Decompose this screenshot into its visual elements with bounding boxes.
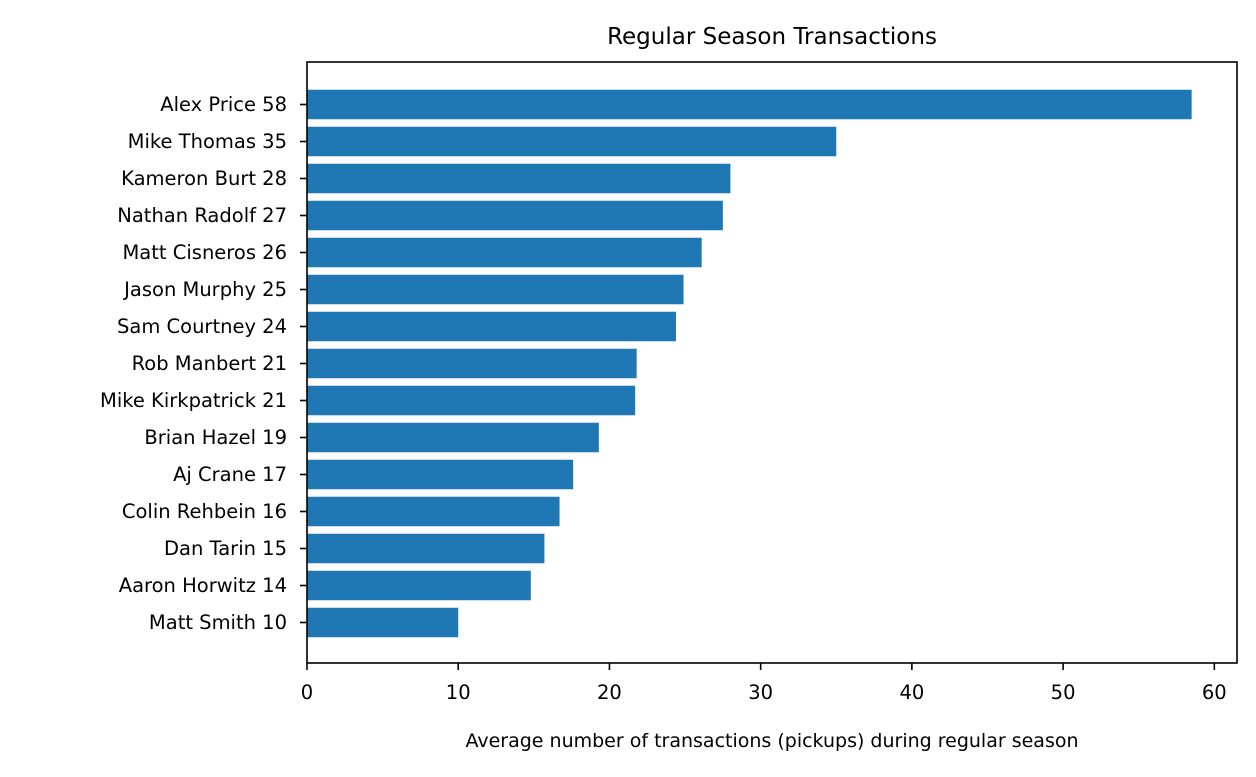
- plot-frame: [306, 61, 1238, 664]
- x-tick-label: 60: [1202, 681, 1227, 704]
- x-tick-label: 10: [446, 681, 471, 704]
- bar: [307, 200, 723, 231]
- x-tick-label: 40: [899, 681, 924, 704]
- x-tick-label: 50: [1051, 681, 1076, 704]
- chart-title: Regular Season Transactions: [607, 24, 937, 50]
- y-tick-label: Nathan Radolf 27: [117, 204, 287, 227]
- bar: [307, 311, 676, 342]
- y-axis: Alex Price 58 Mike Thomas 35 Kameron Burt …: [100, 93, 307, 634]
- bar: [307, 89, 1192, 120]
- bar: [307, 126, 837, 157]
- x-axis-label: Average number of transactions (pickups)…: [465, 730, 1078, 752]
- y-tick-label: Dan Tarin 15: [164, 537, 287, 560]
- bar: [307, 422, 599, 453]
- y-tick-label: Aaron Horwitz 14: [119, 574, 287, 597]
- bar: [307, 570, 531, 601]
- y-tick-label: Matt Cisneros 26: [122, 241, 287, 264]
- bars-layer: [307, 89, 1192, 638]
- y-tick-label: Mike Thomas 35: [128, 130, 287, 153]
- y-tick-label: Kameron Burt 28: [121, 167, 287, 190]
- y-tick-label: Colin Rehbein 16: [122, 500, 287, 523]
- bar: [307, 496, 560, 527]
- y-tick-label: Jason Murphy 25: [122, 278, 287, 301]
- y-tick-label: Alex Price 58: [160, 93, 287, 116]
- x-tick-label: 0: [301, 681, 313, 704]
- bar: [307, 348, 637, 379]
- bar: [307, 459, 574, 490]
- bar: [307, 237, 702, 268]
- y-tick-label: Brian Hazel 19: [144, 426, 287, 449]
- y-tick-label: Sam Courtney 24: [117, 315, 287, 338]
- y-tick-label: Mike Kirkpatrick 21: [100, 389, 287, 412]
- bar: [307, 385, 636, 416]
- y-tick-label: Aj Crane 17: [173, 463, 287, 486]
- x-axis: 0 10 20 30 40 50 60: [301, 663, 1227, 704]
- bar: [307, 163, 731, 194]
- bar: [307, 533, 545, 564]
- y-tick-label: Rob Manbert 21: [132, 352, 287, 375]
- x-tick-label: 20: [597, 681, 622, 704]
- bar: [307, 607, 459, 638]
- x-tick-label: 30: [748, 681, 773, 704]
- bar: [307, 274, 684, 305]
- y-tick-label: Matt Smith 10: [149, 611, 287, 634]
